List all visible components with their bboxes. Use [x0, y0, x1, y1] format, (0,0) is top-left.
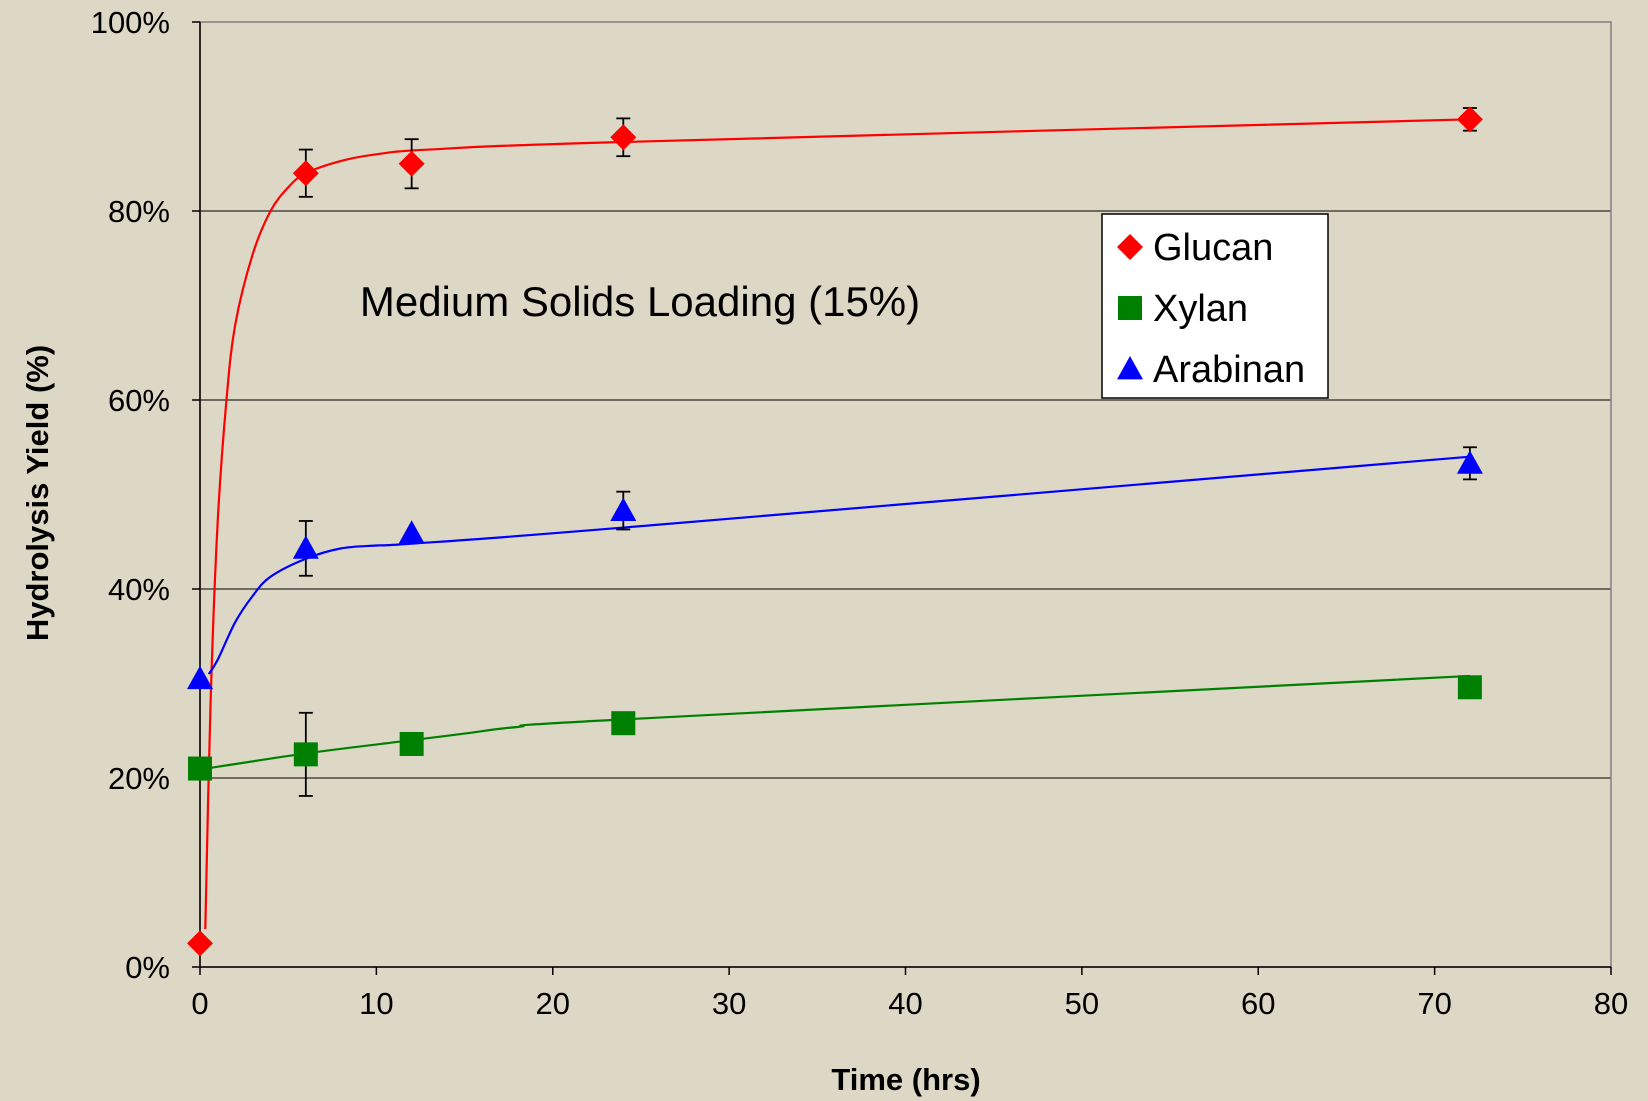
x-tick-label: 50 — [1065, 986, 1099, 1021]
xylan-data-point — [399, 731, 424, 756]
y-tick-label: 80% — [108, 194, 170, 229]
glucan-data-point — [610, 124, 637, 151]
x-tick-label: 60 — [1241, 986, 1275, 1021]
y-tick-label: 0% — [125, 950, 170, 985]
legend-label-glucan: Glucan — [1153, 227, 1273, 269]
x-tick-label: 40 — [888, 986, 922, 1021]
x-tick-label: 20 — [536, 986, 570, 1021]
legend-label-arabinan: Arabinan — [1153, 349, 1305, 391]
glucan-fit-curve — [204, 118, 1470, 930]
y-tick-label: 20% — [108, 761, 170, 796]
xylan-data-point — [611, 711, 636, 736]
x-tick-label: 30 — [712, 986, 746, 1021]
arabinan-data-point — [1456, 450, 1483, 474]
tick-labels: 0% 20% 40% 60% 80% 100% 0 10 20 30 40 50 60 70 80 — [91, 5, 1629, 1021]
x-tick-label: 10 — [359, 986, 393, 1021]
y-tick-label: 60% — [108, 383, 170, 418]
y-tick-label: 100% — [91, 5, 170, 40]
arabinan-data-point — [398, 520, 425, 544]
glucan-data-point — [1456, 106, 1483, 133]
y-axis-title: Hydrolysis Yield (%) — [20, 345, 55, 641]
x-tick-label: 80 — [1594, 986, 1628, 1021]
arabinan-data-point — [187, 665, 213, 690]
legend-marker-glucan — [1117, 234, 1143, 260]
y-tick-label: 40% — [108, 572, 170, 607]
glucan-data-point — [292, 160, 319, 187]
fit-curves — [199, 118, 1470, 930]
arabinan-fit-curve — [207, 455, 1470, 675]
legend: Glucan Xylan Arabinan — [1101, 213, 1329, 399]
legend-marker-xylan — [1118, 296, 1142, 320]
x-axis-title: Time (hrs) — [831, 1062, 980, 1097]
chart-annotation: Medium Solids Loading (15%) — [360, 278, 920, 325]
xylan-data-point — [293, 742, 318, 767]
x-tick-label: 0 — [191, 986, 208, 1021]
xylan-data-point — [1457, 675, 1482, 700]
arabinan-data-point — [610, 497, 637, 521]
x-tick-label: 70 — [1417, 986, 1451, 1021]
xylan-fit-curve — [199, 674, 1470, 771]
glucan-data-point — [398, 150, 425, 177]
glucan-data-point — [187, 930, 213, 957]
data-markers — [187, 106, 1483, 957]
legend-label-xylan: Xylan — [1153, 288, 1248, 330]
legend-marker-arabinan — [1117, 356, 1143, 380]
arabinan-data-point — [292, 535, 319, 559]
axes — [192, 21, 1612, 975]
xylan-data-point — [188, 756, 212, 781]
